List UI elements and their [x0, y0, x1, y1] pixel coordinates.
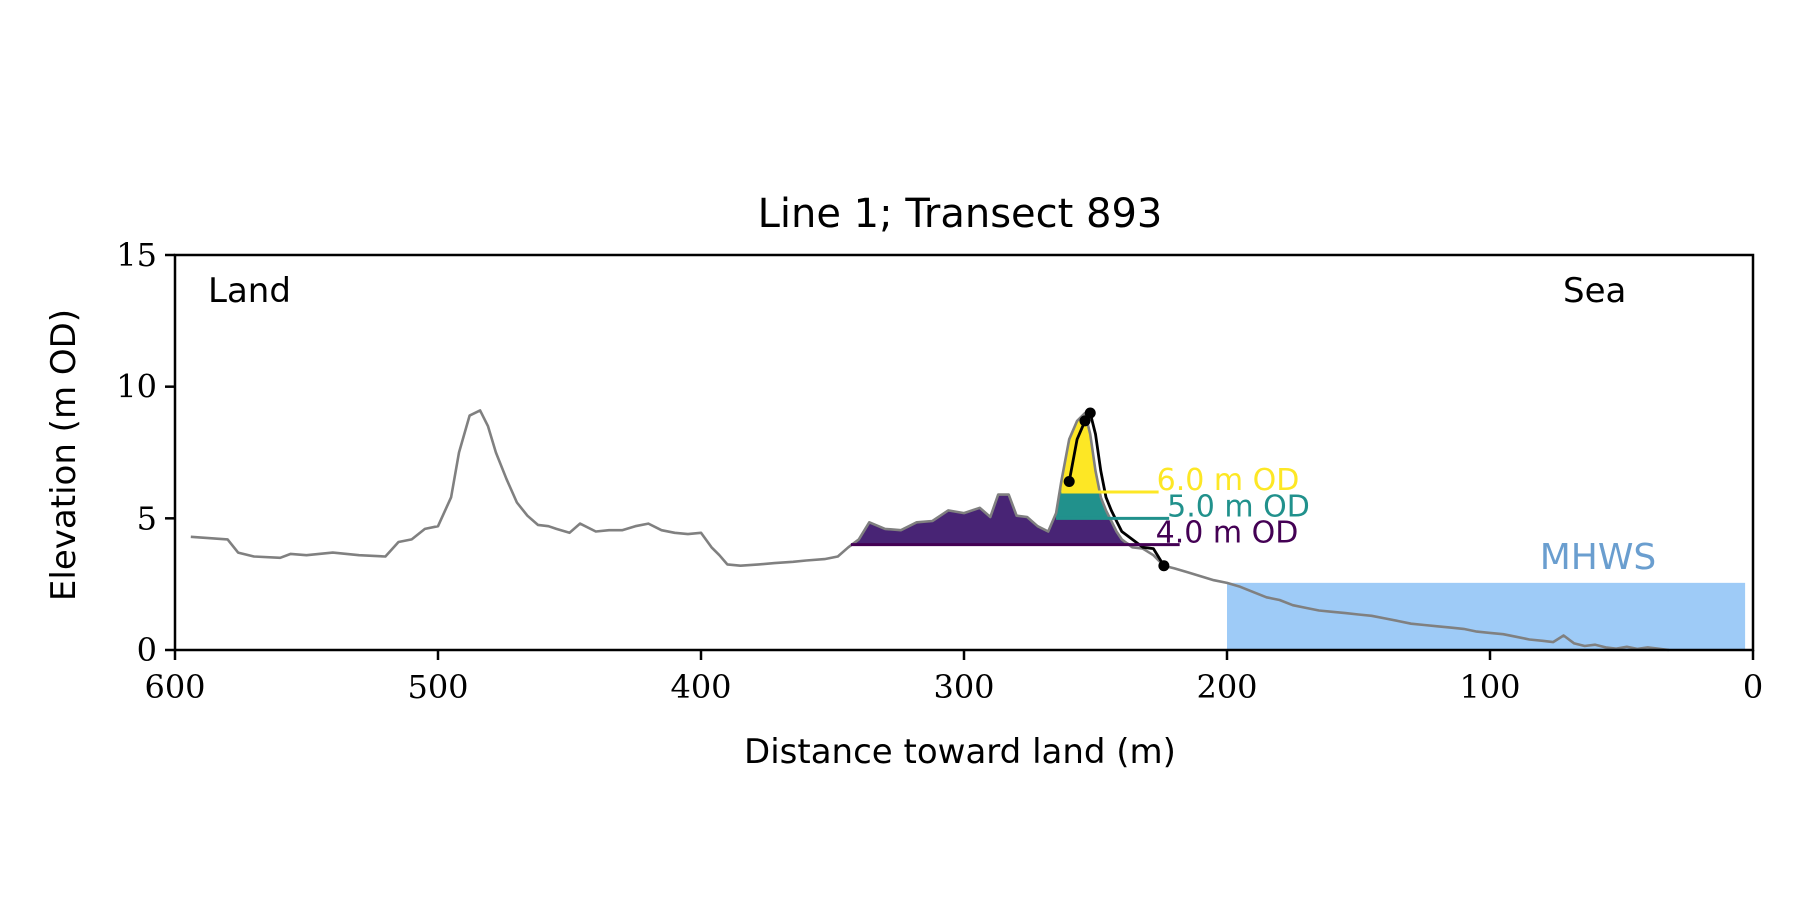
y-tick-label-3: 15	[116, 236, 157, 274]
level-label-1: 4.0 m OD	[1156, 516, 1299, 551]
profile-line	[190, 409, 1669, 652]
marker-1	[1063, 475, 1075, 487]
axes-layer: 600 500 400 300 200 100 0 0 5 10 15	[116, 236, 1763, 706]
marker-2	[1079, 415, 1091, 427]
marker-4	[1158, 560, 1170, 572]
annotation-layer: Line 1; Transect 893 Land Sea Distance t…	[44, 191, 1656, 772]
mhws-layer	[1227, 582, 1746, 650]
y-axis-label: Elevation (m OD)	[44, 309, 84, 601]
x-tick-label-2: 400	[670, 668, 731, 706]
y-tick-label-0: 0	[137, 631, 157, 669]
x-tick-label-3: 300	[933, 668, 994, 706]
level-label-2: 5.0 m OD	[1167, 489, 1310, 524]
marker-layer	[1063, 407, 1170, 572]
level-fill-1	[850, 413, 1180, 545]
chart-title: Line 1; Transect 893	[758, 191, 1163, 237]
x-axis-label: Distance toward land (m)	[744, 732, 1176, 772]
y-tick-label-2: 10	[116, 368, 157, 406]
x-tick-label-6: 0	[1743, 668, 1763, 706]
mhws-area	[1227, 582, 1746, 650]
land-label: Land	[208, 271, 291, 311]
marker-3	[1084, 407, 1096, 419]
level-label-3: 6.0 m OD	[1157, 463, 1300, 498]
x-tick-label-1: 500	[407, 668, 468, 706]
fill-layer	[850, 413, 1180, 545]
y-tick-label-1: 5	[137, 499, 157, 537]
x-tick-label-0: 600	[144, 668, 205, 706]
x-tick-label-4: 200	[1196, 668, 1257, 706]
x-tick-label-5: 100	[1459, 668, 1520, 706]
mhws-label: MHWS	[1540, 537, 1657, 578]
sea-label: Sea	[1563, 271, 1626, 311]
level-fill-3	[1061, 413, 1159, 492]
